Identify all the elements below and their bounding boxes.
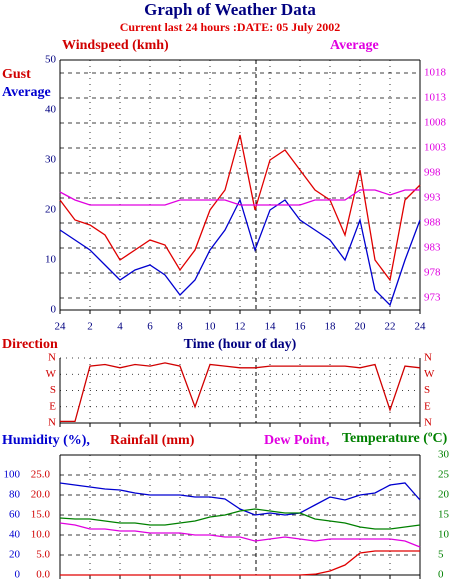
y-tick-label: 30 [438,449,450,461]
y-tick-label: 20 [9,549,21,561]
y-tick-label: 40 [45,104,57,116]
y-tick-label: S [50,384,56,396]
y-tick-label: 5.0 [36,549,50,561]
y-tick-label: 10 [438,529,450,541]
series-line [59,189,420,206]
y-tick-label: 988 [424,217,441,229]
y-tick-label: 15.0 [31,509,51,521]
legend-dew-point: Dew Point, [264,433,329,448]
series-line [59,198,421,307]
y-tick-label: 20 [438,489,450,501]
x-tick-label: 20 [355,321,367,333]
y-tick-label: S [424,384,430,396]
y-tick-label: 100 [4,469,21,481]
x-tick-label: 24 [55,321,67,333]
y-tick-label: 50 [45,54,57,66]
y-tick-label: 1013 [424,92,447,104]
y-tick-label: 15 [438,509,450,521]
y-tick-label: 20 [45,204,57,216]
x-tick-label: 22 [385,321,396,333]
y-tick-label: N [48,417,56,429]
legend-rainfall: Rainfall (mm) [110,433,195,448]
legend-average: Average [2,85,51,100]
x-tick-label: 14 [265,321,277,333]
x-axis-label: Time (hour of day) [184,337,297,352]
y-tick-label: N [424,417,432,429]
x-tick-label: 4 [117,321,123,333]
y-tick-label: N [424,352,432,364]
y-tick-label: 0 [51,304,57,316]
legend-gust: Gust [2,67,31,82]
y-tick-label: 1003 [424,142,447,154]
x-tick-label: 16 [295,321,307,333]
chart-title: Graph of Weather Data [144,0,316,19]
y2-axis-label: Average [330,38,379,53]
x-tick-label: 2 [87,321,93,333]
y-tick-label: 0.0 [36,569,50,581]
x-tick-label: 18 [325,321,337,333]
series-line [59,522,421,548]
series-line [59,134,421,282]
y-tick-label: 80 [9,489,21,501]
series-line [60,550,420,576]
y-tick-label: 993 [424,192,441,204]
y-tick-label: 1008 [424,117,447,129]
legend-humidity: Humidity (%), [2,433,90,448]
series-line [59,482,421,516]
y-tick-label: 973 [424,292,441,304]
x-tick-label: 24 [415,321,427,333]
y-tick-label: W [424,368,435,380]
x-tick-label: 8 [177,321,183,333]
y-tick-label: 0 [15,569,21,581]
y-tick-label: 983 [424,242,441,254]
y-tick-label: 10 [45,254,57,266]
y-tick-label: 998 [424,167,441,179]
y-tick-label: E [49,400,56,412]
y-tick-label: 20.0 [31,489,51,501]
y-tick-label: 30 [45,154,57,166]
y-axis-label: Windspeed (kmh) [62,38,169,53]
y-tick-label: 1018 [424,67,447,79]
y-tick-label: 978 [424,267,441,279]
x-tick-label: 6 [147,321,153,333]
direction-label: Direction [2,337,58,352]
y-tick-label: 10.0 [31,529,51,541]
y-tick-label: E [424,400,431,412]
y-tick-label: 60 [9,509,21,521]
y-tick-label: N [48,352,56,364]
y-tick-label: 0 [438,569,444,581]
series-line [60,362,421,423]
series-line [59,508,421,530]
y-tick-label: W [46,368,57,380]
y-tick-label: 40 [9,529,21,541]
y-tick-label: 25.0 [31,469,51,481]
legend-temperature: Temperature (ºC) [342,431,448,446]
x-tick-label: 12 [235,321,246,333]
chart-subtitle: Current last 24 hours :DATE: 05 July 200… [120,20,341,34]
x-tick-label: 10 [205,321,217,333]
y-tick-label: 5 [438,549,444,561]
y-tick-label: 25 [438,469,450,481]
